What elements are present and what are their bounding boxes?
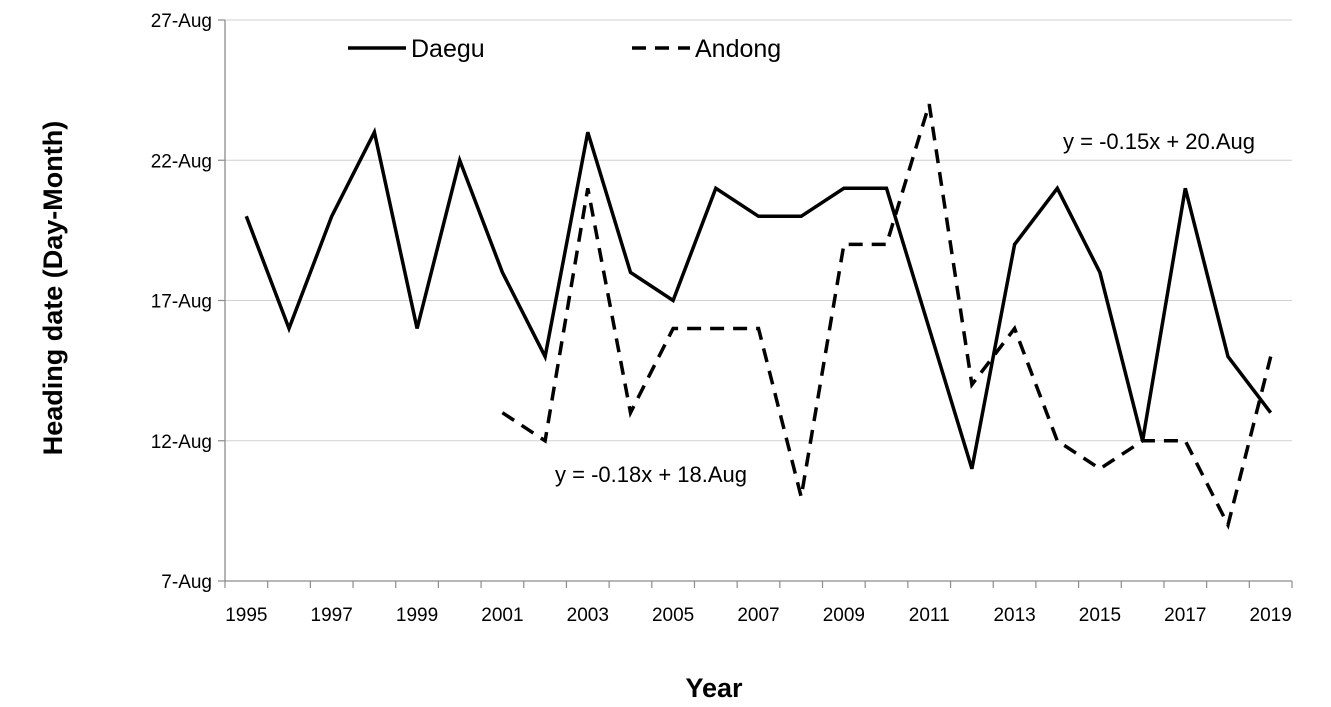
series-lines	[244, 103, 1273, 530]
tick-labels: 7-Aug 12-Aug 17-Aug 22-Aug 27-Aug 1995 1997 199…	[151, 11, 1292, 626]
legend: Daegu Andong	[348, 35, 781, 63]
y-tick-label: 22-Aug	[151, 151, 212, 172]
x-tick-label: 2013	[993, 605, 1035, 626]
x-tick-label: 2005	[652, 605, 694, 626]
gridlines	[225, 19, 1292, 442]
x-tick-label: 1999	[396, 605, 438, 626]
x-tick-label: 2017	[1164, 605, 1206, 626]
axes	[218, 19, 1293, 588]
x-tick-label: 2003	[567, 605, 609, 626]
y-tick-label: 17-Aug	[151, 292, 212, 313]
trendline-equation-andong: y = -0.18x + 18.Aug	[555, 462, 747, 487]
legend-label-daegu: Daegu	[411, 35, 485, 63]
x-tick-label: 2001	[481, 605, 523, 626]
y-tick-label: 12-Aug	[151, 432, 212, 453]
series-line-daegu	[244, 127, 1273, 470]
trendline-equation-daegu: y = -0.15x + 20.Aug	[1063, 129, 1255, 154]
x-tick-label: 1997	[311, 605, 353, 626]
x-axis-title: Year	[685, 673, 743, 703]
legend-label-andong: Andong	[695, 35, 781, 63]
x-tick-label: 2009	[823, 605, 865, 626]
x-tick-label: 1995	[225, 605, 267, 626]
y-axis-title: Heading date (Day-Month)	[38, 121, 68, 456]
x-tick-label: 2007	[737, 605, 779, 626]
y-tick-label: 27-Aug	[151, 11, 212, 32]
y-tick-label: 7-Aug	[161, 572, 212, 593]
series-line-andong	[501, 103, 1273, 530]
x-tick-label: 2015	[1079, 605, 1121, 626]
x-tick-label: 2019	[1250, 605, 1292, 626]
x-tick-label: 2011	[909, 605, 950, 626]
